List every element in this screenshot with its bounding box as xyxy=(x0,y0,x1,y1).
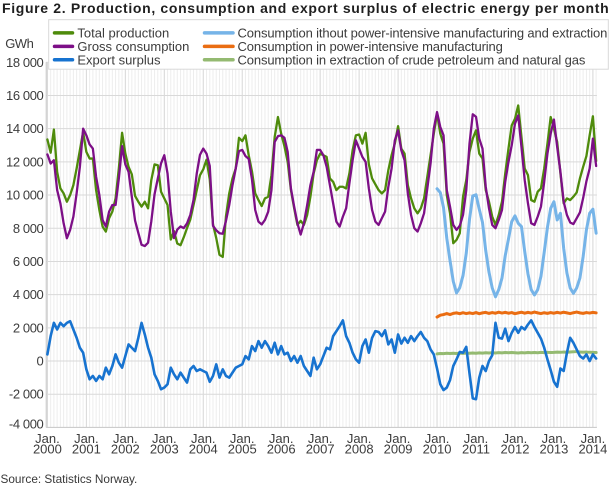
svg-text:Jan.: Jan. xyxy=(542,431,567,446)
svg-text:2012: 2012 xyxy=(501,442,530,457)
svg-text:-2 000: -2 000 xyxy=(9,387,44,402)
svg-text:2009: 2009 xyxy=(384,442,413,457)
svg-text:2007: 2007 xyxy=(306,442,335,457)
svg-text:2001: 2001 xyxy=(72,442,101,457)
svg-text:4 000: 4 000 xyxy=(13,287,44,302)
svg-text:GWh: GWh xyxy=(5,36,33,51)
svg-text:2002: 2002 xyxy=(111,442,140,457)
svg-text:Jan.: Jan. xyxy=(230,431,255,446)
svg-text:Consumption in power-intensive: Consumption in power-intensive manufactu… xyxy=(238,39,503,54)
svg-text:2013: 2013 xyxy=(539,442,568,457)
svg-text:-4 000: -4 000 xyxy=(9,416,44,431)
svg-text:Jan.: Jan. xyxy=(269,431,294,446)
svg-text:2014: 2014 xyxy=(578,442,607,457)
svg-text:6 000: 6 000 xyxy=(13,254,44,269)
svg-text:2003: 2003 xyxy=(150,442,179,457)
svg-text:8 000: 8 000 xyxy=(13,221,44,236)
svg-text:Jan.: Jan. xyxy=(308,431,333,446)
svg-text:12 000: 12 000 xyxy=(6,154,44,169)
svg-text:Jan.: Jan. xyxy=(581,431,606,446)
svg-text:Jan.: Jan. xyxy=(425,431,450,446)
svg-text:2005: 2005 xyxy=(228,442,257,457)
svg-text:Jan.: Jan. xyxy=(74,431,99,446)
svg-text:Gross consumption: Gross consumption xyxy=(77,39,189,54)
svg-text:Consumption ithout power-inten: Consumption ithout power-intensive manuf… xyxy=(238,26,608,41)
svg-text:Jan.: Jan. xyxy=(113,431,138,446)
svg-text:Jan.: Jan. xyxy=(503,431,528,446)
svg-text:Jan.: Jan. xyxy=(386,431,411,446)
svg-text:2010: 2010 xyxy=(423,442,452,457)
svg-text:Jan.: Jan. xyxy=(152,431,177,446)
svg-text:16 000: 16 000 xyxy=(6,88,44,103)
svg-text:0: 0 xyxy=(37,354,44,369)
svg-text:18 000: 18 000 xyxy=(6,55,44,70)
svg-text:14 000: 14 000 xyxy=(6,121,44,136)
svg-text:10 000: 10 000 xyxy=(6,188,44,203)
svg-text:Export surplus: Export surplus xyxy=(77,52,161,67)
svg-text:Jan.: Jan. xyxy=(191,431,216,446)
svg-text:Total production: Total production xyxy=(77,26,169,41)
svg-text:2000: 2000 xyxy=(33,442,62,457)
svg-text:Jan.: Jan. xyxy=(347,431,372,446)
svg-text:2004: 2004 xyxy=(189,442,218,457)
svg-text:2008: 2008 xyxy=(345,442,374,457)
svg-text:Jan.: Jan. xyxy=(35,431,60,446)
svg-text:2006: 2006 xyxy=(267,442,296,457)
svg-text:2011: 2011 xyxy=(462,442,490,457)
svg-text:2 000: 2 000 xyxy=(13,320,44,335)
svg-text:Jan.: Jan. xyxy=(464,431,489,446)
svg-text:Consumption in extraction of c: Consumption in extraction of crude petro… xyxy=(238,52,586,67)
